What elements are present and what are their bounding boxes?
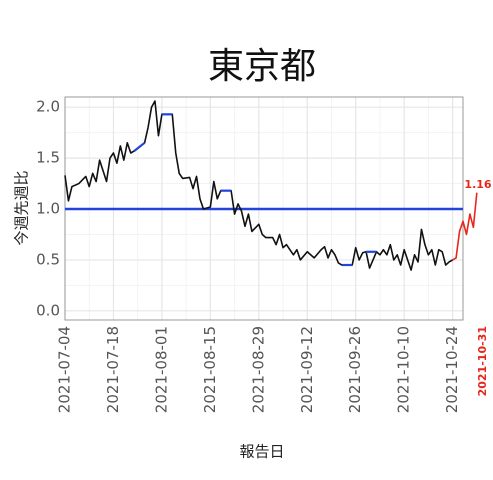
chart-title: 東京都 xyxy=(208,46,316,87)
y-tick-label: 1.5 xyxy=(36,149,60,167)
y-tick-label: 2.0 xyxy=(36,98,60,116)
series-line xyxy=(133,141,146,152)
x-tick-label: 2021-07-04 xyxy=(56,326,74,413)
x-tick-label: 2021-09-12 xyxy=(298,326,316,413)
x-tick-label: 2021-08-15 xyxy=(201,326,219,413)
x-tick-label: 2021-09-26 xyxy=(346,326,364,413)
y-axis-label: 今週先週比 xyxy=(13,170,31,245)
y-tick-label: 0.0 xyxy=(36,301,60,319)
annotation: 1.16 xyxy=(464,178,491,191)
y-tick-label: 1.0 xyxy=(36,200,60,218)
x-tick-label: 2021-08-29 xyxy=(249,326,267,413)
x-axis-label: 報告日 xyxy=(239,443,284,461)
y-tick-label: 0.5 xyxy=(36,250,60,268)
x-tick-label: 2021-08-01 xyxy=(152,326,170,413)
x-tick-label: 2021-10-10 xyxy=(395,326,413,413)
x-tick-label: 2021-07-18 xyxy=(104,326,122,413)
annotation: 2021-10-31 xyxy=(476,326,489,396)
x-tick-label: 2021-10-24 xyxy=(443,326,461,413)
series-line xyxy=(64,100,454,271)
series-line xyxy=(452,192,478,261)
